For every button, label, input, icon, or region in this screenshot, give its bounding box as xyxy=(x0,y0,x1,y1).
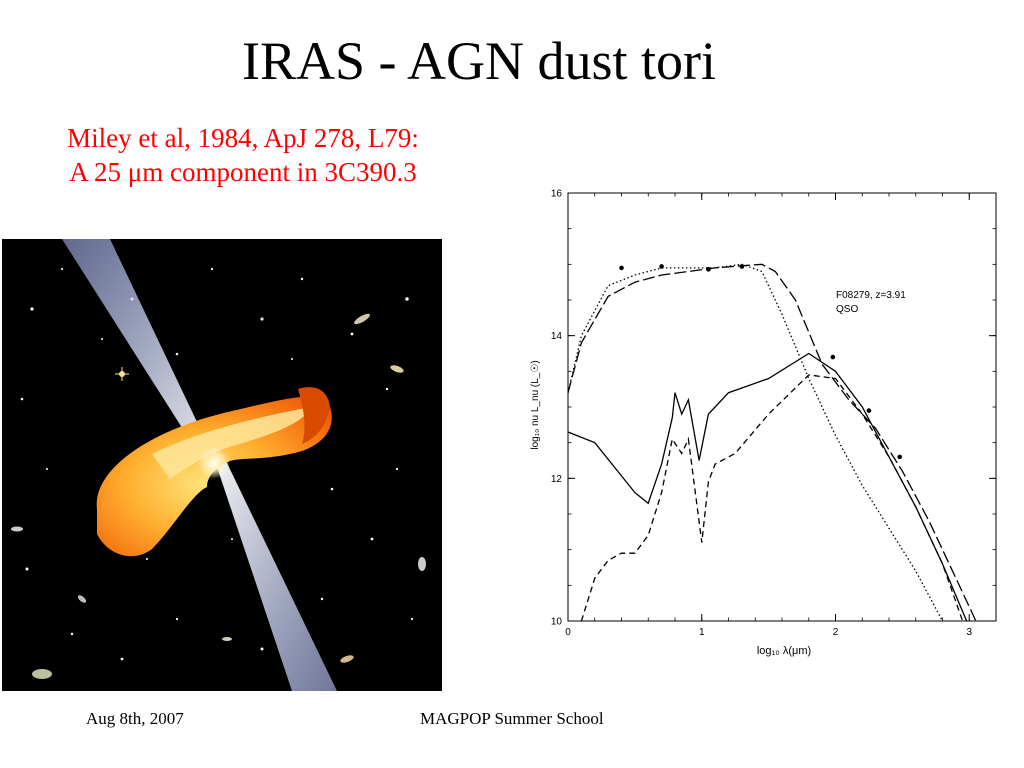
agn-illustration-svg xyxy=(11,239,426,691)
x-tick-label: 2 xyxy=(833,627,839,638)
dust-torus xyxy=(96,387,332,557)
data-point xyxy=(739,264,745,269)
x-tick-label: 0 xyxy=(565,627,571,638)
plot-frame xyxy=(567,192,997,622)
citation-line-2: A 25 μm component in 3C390.3 xyxy=(69,156,417,187)
y-axis-label: log₁₀ nu L_nu (L_☉) xyxy=(530,360,541,449)
slide-title: IRAS - AGN dust tori xyxy=(241,31,717,91)
series-line-long-dash xyxy=(568,263,977,621)
data-point xyxy=(830,354,836,360)
x-tick-label: 3 xyxy=(966,627,972,638)
data-point xyxy=(659,264,664,269)
x-tick-label: 1 xyxy=(699,627,705,638)
series-line-dotted xyxy=(568,263,944,621)
x-axis-label: log₁₀ λ(μm) xyxy=(757,645,811,657)
chart-annotation-line-2: QSO xyxy=(836,304,858,315)
footer-date: Aug 8th, 2007 xyxy=(86,709,184,728)
relativistic-jet-upper xyxy=(62,239,217,467)
galaxy-field xyxy=(11,267,426,679)
series-line-solid xyxy=(568,352,968,621)
series-line-short-dash xyxy=(580,374,964,621)
y-tick-label: 10 xyxy=(551,617,563,628)
citation-line-1: Miley et al, 1984, ApJ 278, L79: xyxy=(67,123,419,153)
data-point xyxy=(866,408,872,413)
y-tick-label: 12 xyxy=(551,474,563,485)
agn-torus-illustration xyxy=(2,239,442,691)
relativistic-jet-lower xyxy=(216,461,337,691)
footer-event: MAGPOP Summer School xyxy=(420,709,604,728)
data-point xyxy=(706,267,711,272)
y-tick-label: 14 xyxy=(551,331,563,342)
agn-core-glow xyxy=(198,447,230,479)
data-point xyxy=(897,454,902,460)
y-tick-label: 16 xyxy=(551,189,563,200)
data-point xyxy=(619,265,624,271)
chart-annotation-line-1: F08279, z=3.91 xyxy=(836,290,906,301)
citation: Miley et al, 1984, ApJ 278, L79: A 25 μm… xyxy=(8,122,478,190)
